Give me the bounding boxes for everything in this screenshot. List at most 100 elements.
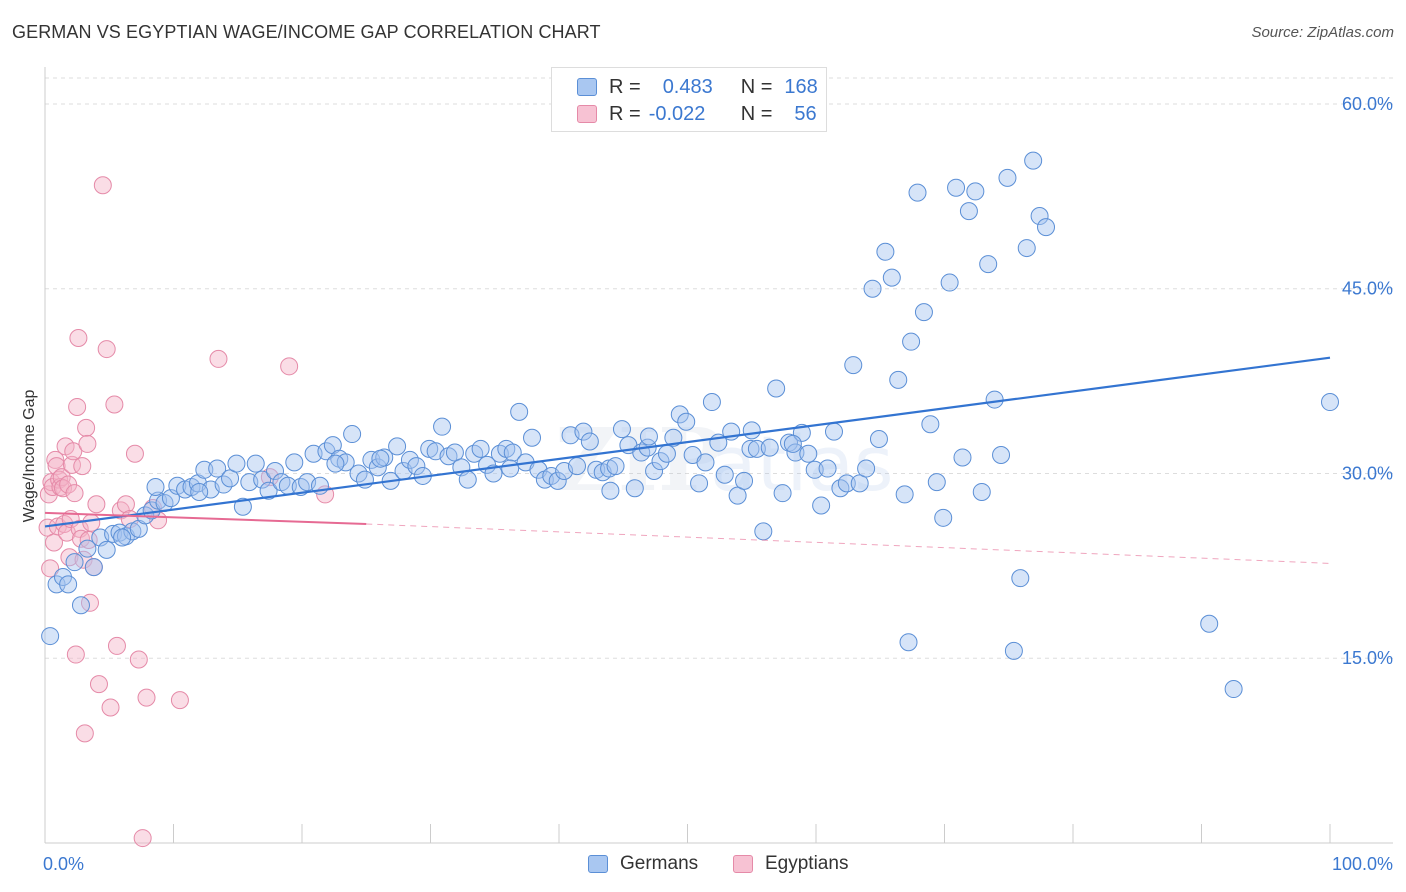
y-tick-label: 45.0% bbox=[1342, 279, 1393, 299]
german-point bbox=[670, 405, 689, 424]
german-point bbox=[979, 255, 998, 274]
egyptian-point bbox=[75, 724, 94, 743]
germans-points bbox=[41, 151, 1339, 699]
german-point bbox=[612, 420, 631, 439]
german-point bbox=[735, 471, 754, 490]
egyptian-point bbox=[93, 176, 112, 195]
egyptian-point bbox=[77, 418, 96, 437]
egyptian-point bbox=[129, 650, 148, 669]
german-point bbox=[78, 539, 97, 558]
x-tick-label-max: 100.0% bbox=[1332, 854, 1393, 874]
egyptian-point bbox=[82, 513, 101, 532]
german-point bbox=[433, 417, 452, 436]
y-tick-label: 30.0% bbox=[1342, 463, 1393, 483]
german-point bbox=[208, 459, 227, 478]
egyptian-point bbox=[78, 434, 97, 453]
egyptian-point bbox=[69, 328, 88, 347]
egyptian-point bbox=[101, 698, 120, 717]
german-point bbox=[580, 432, 599, 451]
german-point bbox=[742, 421, 761, 440]
germans-n-value: 168 bbox=[784, 75, 818, 98]
german-point bbox=[503, 443, 522, 462]
german-point bbox=[799, 444, 818, 463]
germans-swatch bbox=[577, 78, 597, 96]
egyptian-point bbox=[73, 457, 92, 476]
legend-row-egyptians: R = -0.022 N = 56 bbox=[577, 102, 817, 126]
german-point bbox=[41, 627, 60, 646]
egyptian-point bbox=[53, 479, 72, 498]
german-point bbox=[625, 479, 644, 498]
german-point bbox=[921, 415, 940, 434]
german-point bbox=[471, 439, 490, 458]
german-point bbox=[959, 202, 978, 221]
egyptian-point bbox=[87, 495, 106, 514]
german-point bbox=[639, 427, 658, 446]
german-point bbox=[657, 444, 676, 463]
german-point bbox=[458, 470, 477, 489]
german-point bbox=[84, 558, 103, 577]
german-point bbox=[407, 457, 426, 476]
germans-n-label: N = bbox=[740, 75, 773, 98]
y-tick-label: 60.0% bbox=[1342, 94, 1393, 114]
german-point bbox=[702, 393, 721, 412]
german-point bbox=[113, 528, 132, 547]
grid-layer bbox=[45, 77, 1393, 659]
source-label: Source: ZipAtlas.com bbox=[1251, 24, 1394, 41]
german-point bbox=[992, 446, 1011, 464]
x-tick-label-min: 0.0% bbox=[43, 854, 84, 874]
egyptian-point bbox=[170, 691, 189, 710]
egyptian-point bbox=[116, 495, 135, 514]
german-point bbox=[259, 481, 278, 500]
german-point bbox=[326, 454, 345, 473]
german-point bbox=[195, 460, 214, 479]
german-point bbox=[1024, 151, 1043, 170]
german-point bbox=[863, 279, 882, 298]
german-point bbox=[523, 428, 542, 447]
german-point bbox=[773, 484, 792, 503]
german-point bbox=[998, 168, 1017, 187]
egyptians-legend-swatch bbox=[733, 855, 753, 873]
german-point bbox=[501, 459, 520, 478]
german-point bbox=[343, 425, 362, 444]
german-point bbox=[966, 182, 985, 201]
german-point bbox=[882, 268, 901, 287]
german-point bbox=[908, 183, 927, 202]
german-point bbox=[805, 460, 824, 479]
german-point bbox=[606, 457, 625, 476]
y-axis-label: Wage/Income Gap bbox=[21, 390, 38, 523]
german-point bbox=[818, 459, 837, 478]
egyptians-n-label: N = bbox=[740, 102, 773, 125]
trend-lines bbox=[44, 356, 1331, 564]
egyptian-point bbox=[137, 688, 156, 707]
german-point bbox=[388, 437, 407, 456]
german-point bbox=[972, 482, 991, 501]
german-point bbox=[741, 439, 760, 458]
germans-legend-label: Germans bbox=[620, 853, 699, 874]
german-point bbox=[1321, 393, 1339, 412]
german-point bbox=[253, 470, 272, 489]
german-point bbox=[677, 412, 696, 431]
german-point bbox=[947, 178, 966, 197]
egyptian-point bbox=[60, 548, 79, 567]
german-point bbox=[940, 273, 959, 292]
german-point bbox=[548, 471, 567, 490]
german-point bbox=[715, 465, 734, 484]
german-point bbox=[233, 497, 252, 516]
german-point bbox=[510, 402, 529, 421]
egyptian-point bbox=[46, 450, 65, 469]
german-point bbox=[934, 508, 953, 527]
y-tick-label: 15.0% bbox=[1342, 648, 1393, 668]
egyptians-r-label: R = bbox=[609, 102, 641, 125]
egyptian-point bbox=[107, 636, 126, 655]
egyptians-trend-extension bbox=[366, 523, 1331, 564]
german-point bbox=[664, 428, 683, 447]
egyptian-point bbox=[68, 397, 87, 416]
german-point bbox=[65, 553, 84, 572]
german-point bbox=[844, 356, 863, 375]
german-point bbox=[97, 540, 116, 559]
german-point bbox=[1017, 239, 1036, 258]
correlation-legend: R = 0.483 N = 168 R = -0.022 N = 56 bbox=[551, 67, 827, 132]
german-point bbox=[371, 449, 390, 468]
german-point bbox=[71, 596, 90, 615]
